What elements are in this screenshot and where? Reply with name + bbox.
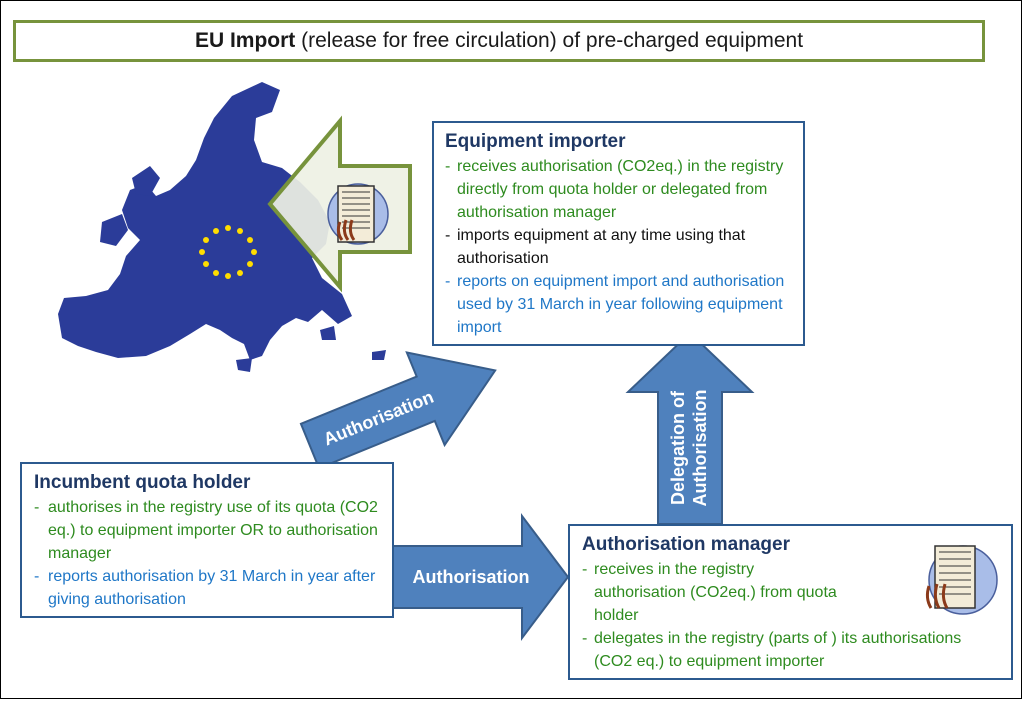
importer-item: - receives authorisation (CO2eq.) in the … <box>445 158 784 221</box>
eu-map-icon <box>58 82 386 372</box>
holder-heading: Incumbent quota holder <box>34 472 251 493</box>
diagram-title: EU Import (release for free circulation)… <box>13 20 985 62</box>
equipment-unit-icon <box>327 183 389 245</box>
quota-holder-box: Incumbent quota holder - authorises in th… <box>20 462 394 618</box>
equipment-importer-box: Equipment importer - receives authorisati… <box>432 121 805 346</box>
holder-item: - reports authorisation by 31 March in ye… <box>34 568 376 608</box>
importer-heading: Equipment importer <box>445 131 626 152</box>
equipment-unit-icon <box>925 545 998 615</box>
horizontal-arrow-label: Authorisation <box>413 567 530 587</box>
authorisation-manager-box: Authorisation manager - receives in the r… <box>568 524 1013 680</box>
manager-item: - receives in the registry authorisation … <box>582 561 837 624</box>
horizontal-authorisation-arrow: Authorisation <box>392 513 570 641</box>
importer-item: - imports equipment at any time using tha… <box>445 227 746 267</box>
holder-item: - authorises in the registry use of its q… <box>34 499 378 562</box>
importer-item: - reports on equipment import and authori… <box>445 273 785 336</box>
manager-item: - delegates in the registry (parts of ) i… <box>582 630 962 670</box>
manager-heading: Authorisation manager <box>582 534 790 555</box>
delegation-label-line2: Authorisation <box>690 390 710 507</box>
delegation-label-line1: Delegation of <box>668 390 688 505</box>
delegation-arrow: Delegation of Authorisation <box>625 331 755 525</box>
